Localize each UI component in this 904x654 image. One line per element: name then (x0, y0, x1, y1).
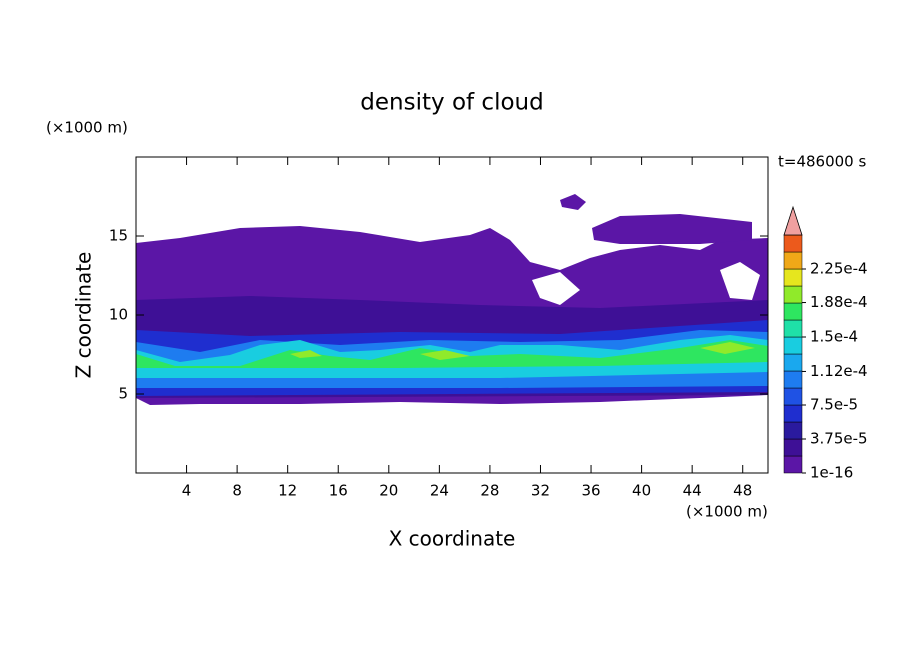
colorbar-band (783, 336, 803, 355)
colorbar-tick-label: 2.25e-4 (810, 260, 868, 278)
x-unit: (×1000 m) (686, 503, 768, 521)
x-tick-label: 28 (480, 482, 499, 500)
colorbar-tick-label: 1.88e-4 (810, 293, 868, 311)
colorbar-band (783, 387, 803, 406)
colorbar-band (783, 455, 803, 474)
x-tick-label: 36 (581, 482, 600, 500)
y-unit: (×1000 m) (46, 119, 128, 137)
colorbar-tick-label: 3.75e-5 (810, 430, 868, 448)
x-tick-label: 12 (278, 482, 297, 500)
colorbar-band (783, 268, 803, 287)
colorbar-extend (783, 205, 803, 236)
colorbar-band (783, 251, 803, 270)
colorbar-band (783, 404, 803, 423)
contour-fill (532, 272, 580, 305)
contour-fill (592, 214, 752, 244)
x-tick-label: 16 (329, 482, 348, 500)
colorbar-band (783, 370, 803, 389)
chart-title: density of cloud (360, 90, 543, 116)
colorbar-tick-label: 7.5e-5 (810, 396, 858, 414)
y-tick-label: 15 (109, 227, 128, 245)
colorbar-band (783, 285, 803, 304)
y-axis-label: Z coordinate (72, 252, 96, 379)
colorbar-band (783, 234, 803, 253)
colorbar-band (783, 353, 803, 372)
colorbar-band (783, 421, 803, 440)
contour-fill (560, 194, 586, 210)
y-tick-label: 5 (118, 385, 128, 403)
colorbar-band (783, 319, 803, 338)
x-tick-label: 44 (683, 482, 702, 500)
colorbar-band (783, 438, 803, 457)
x-tick-label: 40 (632, 482, 651, 500)
colorbar-tick-label: 1e-16 (810, 464, 853, 482)
colorbar-band (783, 302, 803, 321)
x-tick-label: 8 (232, 482, 242, 500)
contour-field (136, 194, 768, 405)
x-tick-label: 20 (379, 482, 398, 500)
colorbar-tick-label: 1.5e-4 (810, 328, 858, 346)
x-tick-label: 4 (182, 482, 192, 500)
x-tick-label: 48 (733, 482, 752, 500)
x-tick-label: 24 (430, 482, 449, 500)
x-axis-label: X coordinate (389, 527, 516, 551)
x-tick-label: 32 (531, 482, 550, 500)
colorbar-tick-label: 1.12e-4 (810, 362, 868, 380)
y-tick-label: 10 (109, 306, 128, 324)
contour-fill (720, 262, 760, 300)
time-label: t=486000 s (778, 153, 866, 171)
